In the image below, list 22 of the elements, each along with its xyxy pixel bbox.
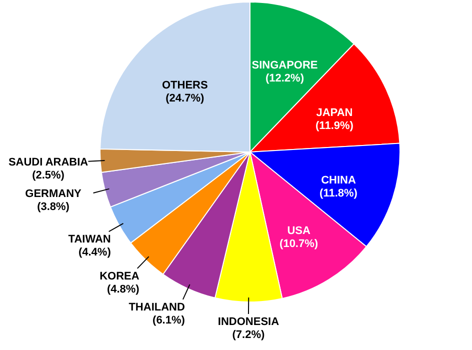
slice-label: TAIWAN <box>68 234 111 246</box>
data-label: (4.4%) <box>78 246 112 259</box>
slice-label: JAPAN <box>316 107 353 120</box>
data-label: (2.5%) <box>32 169 65 182</box>
data-label: (24.7%) <box>166 92 204 105</box>
data-label: (7.2%) <box>232 328 266 341</box>
data-label: (12.2%) <box>265 72 304 85</box>
slice-label: SAUDI ARABIA <box>8 156 88 168</box>
slice-label: THAILAND <box>128 301 185 314</box>
slice-label: GERMANY <box>25 188 82 200</box>
data-label: (6.1%) <box>152 314 186 326</box>
slice-label: CHINA <box>321 174 356 187</box>
slice-label: OTHERS <box>162 80 208 92</box>
slice-label: KOREA <box>100 270 140 282</box>
data-label: (10.7%) <box>280 238 318 250</box>
slice-label: SINGAPORE <box>252 60 318 72</box>
slice-label: INDONESIA <box>218 316 280 328</box>
data-label: (11.8%) <box>320 188 358 200</box>
data-label: (11.9%) <box>316 120 354 132</box>
slice-label: USA <box>287 225 310 238</box>
data-label: (4.8%) <box>106 283 140 296</box>
data-label: (3.8%) <box>37 200 70 213</box>
